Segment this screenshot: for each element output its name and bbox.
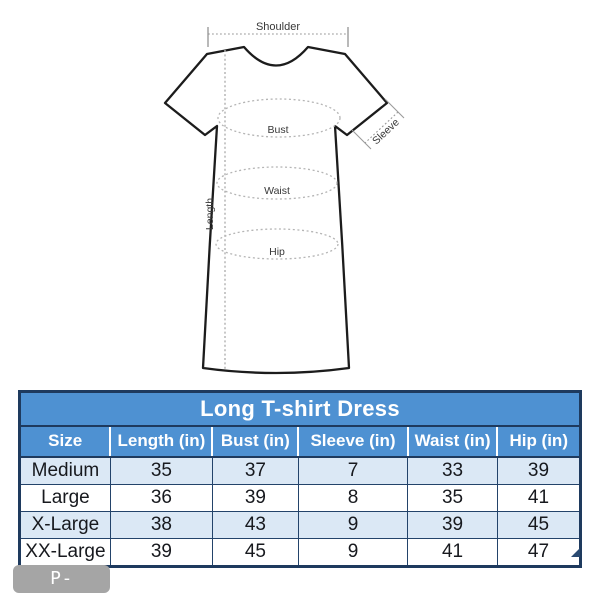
sleeve-measure-line: [364, 111, 399, 144]
waist-value: 35: [407, 484, 498, 512]
sleeve-value: 9: [297, 538, 409, 567]
size-table-container: Long T-shirt Dress Size Length (in) Bust…: [18, 390, 582, 568]
length-value: 38: [109, 511, 213, 539]
dress-measurement-diagram: Shoulder Sleeve Length Bust Waist Hip: [163, 21, 405, 375]
length-label: Length: [204, 198, 216, 230]
bust-ellipse: [217, 98, 341, 138]
product-id-badge: P-5099136: [13, 565, 110, 600]
table-title-row: Long T-shirt Dress: [19, 391, 581, 427]
sleeve-label: Sleeve: [370, 116, 402, 147]
table-row-x-large: X-Large 38 43 9 39 45: [19, 511, 582, 539]
dress-diagram-svg: Shoulder Sleeve Length Bust Waist Hip: [163, 21, 405, 375]
bust-value: 37: [211, 456, 299, 485]
hip-label: Hip: [269, 246, 285, 258]
table-row-medium: Medium 35 37 7 33 39: [19, 456, 582, 485]
shoulder-label: Shoulder: [256, 21, 300, 33]
dress-outline: [163, 45, 389, 375]
hip-value: 47: [496, 538, 582, 567]
size-value: Medium: [19, 456, 111, 485]
waist-value: 39: [407, 511, 498, 539]
column-header-waist: Waist (in): [406, 426, 499, 458]
bust-value: 39: [211, 484, 299, 512]
column-header-size: Size: [18, 426, 112, 458]
table-header-row: Size Length (in) Bust (in) Sleeve (in) W…: [18, 426, 582, 458]
column-header-bust: Bust (in): [211, 426, 300, 458]
hip-value: 41: [496, 484, 582, 512]
waist-value: 33: [407, 456, 498, 485]
column-header-sleeve: Sleeve (in): [297, 426, 409, 458]
bust-label: Bust: [267, 124, 288, 136]
table-row-xx-large: XX-Large 39 45 9 41 47: [19, 538, 582, 567]
table-title: Long T-shirt Dress: [19, 391, 581, 427]
sleeve-value: 9: [297, 511, 409, 539]
table-row-large: Large 36 39 8 35 41: [19, 484, 582, 512]
sleeve-value: 7: [297, 456, 409, 485]
sleeve-value: 8: [297, 484, 409, 512]
waist-value: 41: [407, 538, 498, 567]
hip-value: 39: [496, 456, 582, 485]
column-header-hip: Hip (in): [496, 426, 582, 458]
length-value: 36: [109, 484, 213, 512]
length-value: 35: [109, 456, 213, 485]
column-header-length: Length (in): [109, 426, 214, 458]
length-value: 39: [109, 538, 213, 567]
waist-label: Waist: [264, 185, 290, 197]
bust-value: 43: [211, 511, 299, 539]
size-value: Large: [19, 484, 111, 512]
table-corner-mark: [571, 548, 580, 557]
size-value: X-Large: [19, 511, 111, 539]
hip-value: 45: [496, 511, 582, 539]
hip-ellipse: [215, 228, 339, 260]
sleeve-tick-top: [384, 98, 405, 119]
sleeve-tick-bottom: [351, 129, 372, 150]
waist-ellipse: [216, 166, 338, 200]
size-value: XX-Large: [19, 538, 111, 567]
bust-value: 45: [211, 538, 299, 567]
size-chart-table: Long T-shirt Dress Size Length (in) Bust…: [18, 390, 582, 568]
